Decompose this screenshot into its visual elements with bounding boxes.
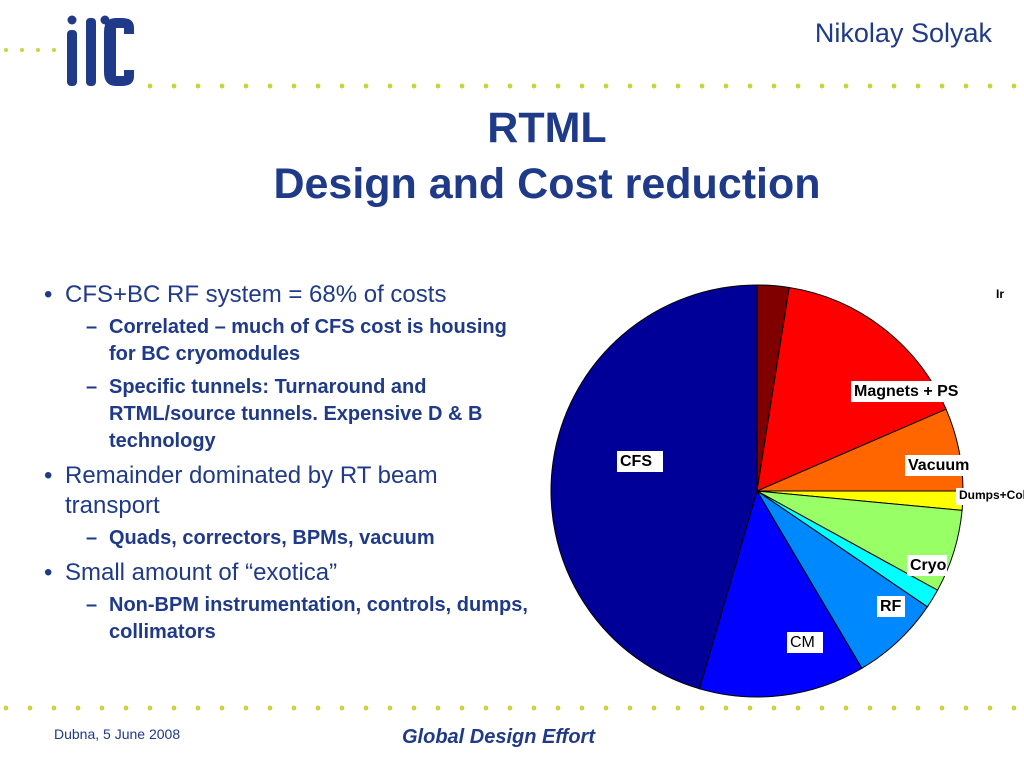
bullet-mark: • bbox=[44, 559, 53, 586]
bullet-text: Remainder dominated by RT beam transport bbox=[65, 462, 438, 519]
bullet-text: CFS+BC RF system = 68% of costs bbox=[65, 281, 447, 308]
bullet-item: • Small amount of “exotica” bbox=[44, 558, 534, 588]
pie-label: CM bbox=[787, 632, 823, 653]
pie-label-text: CFS bbox=[620, 453, 652, 470]
ilc-logo bbox=[67, 15, 134, 86]
dotted-divider-bottom bbox=[3, 705, 1017, 711]
pie-label-text: Vacuum bbox=[908, 457, 969, 474]
bullet-item: • Remainder dominated by RT beam transpor… bbox=[44, 461, 534, 521]
bullet-text: Small amount of “exotica” bbox=[65, 559, 338, 586]
pie-label: RF bbox=[877, 596, 905, 617]
cost-pie-chart: Magnets + PS Vacuum Dumps+Colls Cryo RF CM CFS… bbox=[550, 284, 1024, 698]
title-line-1: RTML bbox=[487, 104, 607, 152]
sub-bullet-mark: – bbox=[86, 376, 98, 398]
sub-bullet-mark: – bbox=[86, 594, 98, 616]
bullet-mark: • bbox=[44, 281, 53, 308]
sub-bullet-text: Non-BPM instrumentation, controls, dumps… bbox=[109, 594, 528, 643]
pie-label: Magnets + PS bbox=[851, 381, 975, 402]
pie-label-text: CM bbox=[790, 634, 815, 651]
sub-bullet-mark: – bbox=[86, 316, 98, 338]
pie-label-text: Cryo bbox=[910, 557, 947, 574]
pie-label: Vacuum bbox=[905, 455, 977, 476]
pie-label-text: Magnets + PS bbox=[854, 383, 959, 400]
sub-bullet-text: Correlated – much of CFS cost is housing… bbox=[109, 316, 507, 365]
pie-label: Cryo bbox=[907, 555, 947, 576]
slide-title: RTML Design and Cost reduction bbox=[0, 100, 1024, 212]
sub-bullet-item: – Non-BPM instrumentation, controls, dump… bbox=[44, 592, 534, 646]
bullet-list: • CFS+BC RF system = 68% of costs – Correl… bbox=[44, 280, 534, 652]
bullet-mark: • bbox=[44, 462, 53, 489]
sub-bullet-mark: – bbox=[86, 527, 98, 549]
pie-label-cut: Ir bbox=[996, 287, 1004, 301]
pie-label-text: RF bbox=[880, 598, 902, 615]
pie-label: CFS bbox=[617, 451, 663, 472]
sub-bullet-text: Specific tunnels: Turnaround and RTML/so… bbox=[109, 376, 483, 452]
sub-bullet-item: – Correlated – much of CFS cost is housin… bbox=[44, 314, 534, 368]
footer-date: Dubna, 5 June 2008 bbox=[54, 726, 181, 742]
sub-bullet-text: Quads, correctors, BPMs, vacuum bbox=[109, 527, 435, 549]
title-line-2: Design and Cost reduction bbox=[273, 160, 821, 208]
footer-organization: Global Design Effort bbox=[402, 726, 595, 748]
sub-bullet-item: – Specific tunnels: Turnaround and RTML/s… bbox=[44, 374, 534, 455]
sub-bullet-item: – Quads, correctors, BPMs, vacuum bbox=[44, 525, 534, 552]
pie-slice-cfs bbox=[550, 284, 758, 690]
pie-label-text: Dumps+Colls bbox=[959, 488, 1024, 502]
dotted-divider-top bbox=[4, 48, 1017, 89]
bullet-item: • CFS+BC RF system = 68% of costs bbox=[44, 280, 534, 310]
author-name: Nikolay Solyak bbox=[814, 18, 992, 48]
pie-label: Dumps+Colls bbox=[956, 488, 1024, 505]
